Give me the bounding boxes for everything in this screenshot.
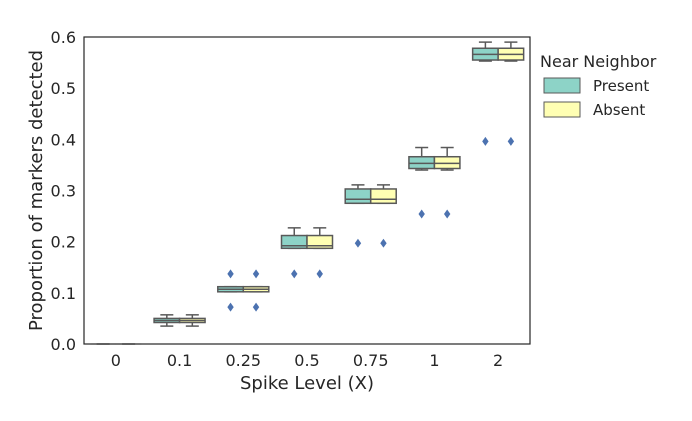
box-body xyxy=(344,188,372,205)
legend-title: Near Neighbor xyxy=(540,52,657,71)
box-absent-4 xyxy=(369,184,397,248)
box-absent-5 xyxy=(433,146,461,219)
y-axis-tick-labels: 0.0 0.1 0.2 0.3 0.4 0.5 0.6 xyxy=(51,28,76,354)
x-axis-label: Spike Level (X) xyxy=(240,373,374,394)
x-tick-label: 2 xyxy=(493,351,503,370)
legend-swatch-present xyxy=(543,77,581,94)
outlier-point xyxy=(316,269,323,279)
y-tick-label: 0.1 xyxy=(51,284,76,303)
box-body xyxy=(369,188,397,205)
boxes-layer xyxy=(90,41,525,345)
outlier-point xyxy=(252,269,260,279)
outlier-point xyxy=(354,238,362,248)
box-absent-3 xyxy=(306,227,334,279)
plot-frame xyxy=(83,36,531,345)
outlier-point xyxy=(507,136,515,146)
outlier-point xyxy=(252,302,260,312)
box-absent-6 xyxy=(497,41,525,146)
x-axis-tick-labels: 0 0.1 0.25 0.5 0.75 1 2 xyxy=(111,351,503,370)
outlier-point xyxy=(443,209,451,219)
outlier-point xyxy=(227,302,234,312)
y-tick-label: 0.5 xyxy=(51,79,76,98)
y-axis-label: Proportion of markers detected xyxy=(26,50,47,331)
y-tick-label: 0.3 xyxy=(51,182,76,201)
x-tick-label: 0.1 xyxy=(167,351,192,370)
box-absent-1 xyxy=(178,314,206,327)
outlier-point xyxy=(418,209,425,219)
x-tick-label: 0.75 xyxy=(353,351,389,370)
box-present-3 xyxy=(280,227,308,279)
y-tick-label: 0.4 xyxy=(51,130,76,149)
box-body xyxy=(433,155,461,170)
x-tick-label: 0.5 xyxy=(294,351,319,370)
outlier-point xyxy=(380,238,387,248)
x-tick-label: 0.25 xyxy=(225,351,261,370)
x-tick-label: 0 xyxy=(111,351,121,370)
x-tick-label: 1 xyxy=(429,351,439,370)
box-body xyxy=(408,155,436,170)
outlier-point xyxy=(482,136,489,146)
box-present-1 xyxy=(153,314,181,327)
box-absent-2 xyxy=(242,269,270,312)
legend: Near Neighbor Present Absent xyxy=(540,52,657,119)
y-tick-label: 0.2 xyxy=(51,233,76,252)
outlier-point xyxy=(227,269,234,279)
y-tick-label: 0.0 xyxy=(51,335,76,354)
outlier-point xyxy=(291,269,298,279)
plot-area xyxy=(83,36,531,345)
legend-label-absent: Absent xyxy=(593,101,645,119)
legend-label-present: Present xyxy=(593,77,649,95)
legend-swatch-absent xyxy=(543,101,581,118)
y-tick-label: 0.6 xyxy=(51,28,76,47)
